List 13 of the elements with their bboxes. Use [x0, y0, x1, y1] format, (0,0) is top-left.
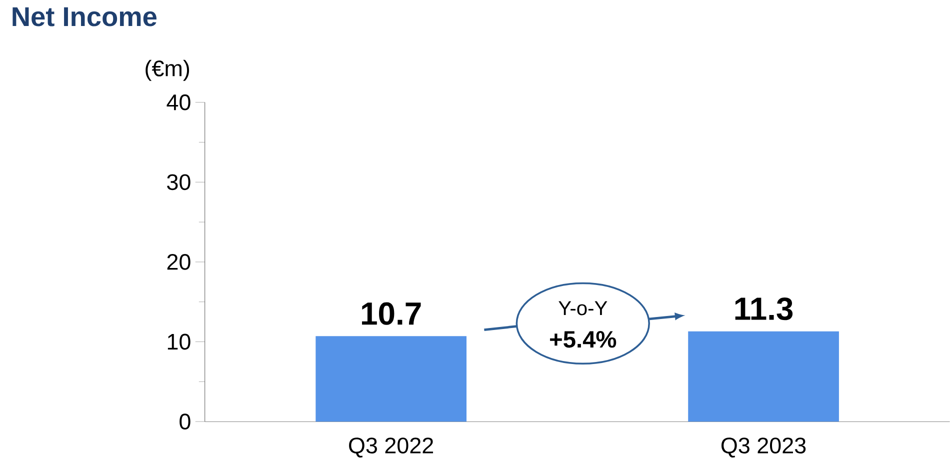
annotation: +5.4%	[550, 331, 616, 348]
x-tick-label: Q3 2023	[722, 438, 806, 458]
y-tick-label: 0	[180, 414, 190, 430]
y-tick-label: 20	[167, 254, 190, 270]
annotation: Y-o-Y	[558, 301, 608, 316]
y-tick-label: 40	[166, 94, 190, 110]
y-tick-label: 10	[168, 334, 190, 350]
chart-title: Net Income	[12, 7, 157, 26]
data-label: 10.7	[362, 302, 421, 326]
x-tick-label: Q3 2022	[349, 438, 434, 458]
data-label: 11.3	[735, 298, 793, 320]
y-tick-label: 30	[167, 174, 190, 190]
y-axis-title: (€m)	[146, 60, 190, 81]
